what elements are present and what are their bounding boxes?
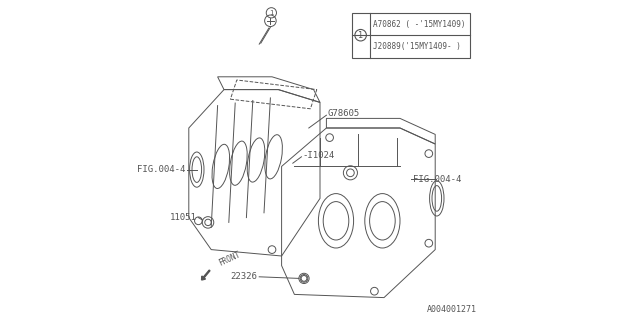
Text: FIG.004-4: FIG.004-4: [413, 175, 461, 184]
Text: 11051: 11051: [170, 213, 197, 222]
Text: FRONT: FRONT: [218, 250, 243, 268]
FancyBboxPatch shape: [352, 13, 470, 58]
Text: -I1024: -I1024: [302, 151, 335, 160]
Text: A004001271: A004001271: [427, 305, 477, 314]
Text: G78605: G78605: [328, 109, 360, 118]
Text: 1: 1: [358, 31, 363, 40]
Text: FIG.004-4: FIG.004-4: [137, 165, 186, 174]
Text: J20889('15MY1409- ): J20889('15MY1409- ): [372, 42, 461, 51]
Text: 1: 1: [269, 10, 273, 16]
Text: A70862 ( -'15MY1409): A70862 ( -'15MY1409): [372, 20, 465, 28]
FancyArrow shape: [202, 270, 210, 280]
Text: 22326: 22326: [231, 272, 258, 281]
